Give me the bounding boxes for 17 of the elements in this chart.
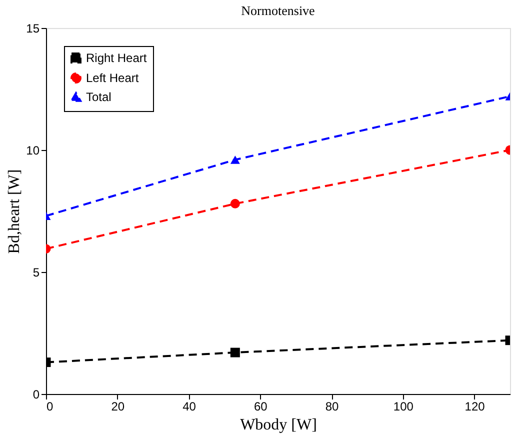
chart-title: Normotensive (241, 3, 316, 18)
legend-label: Total (86, 90, 112, 104)
y-axis-title: Bd,heart [W] (6, 169, 24, 254)
y-tick-label: 5 (32, 266, 40, 280)
y-tick-label: 0 (32, 388, 40, 402)
x-tick-label: 60 (254, 400, 268, 414)
legend-label: Left Heart (86, 71, 140, 85)
x-tick-label: 40 (182, 400, 196, 414)
x-tick-label: 100 (393, 400, 414, 414)
x-tick-label: 120 (464, 400, 486, 414)
x-axis-title: Wbody [W] (240, 416, 317, 434)
x-tick-label: 80 (325, 400, 340, 414)
y-tick-label: 15 (26, 22, 40, 36)
legend-label: Right Heart (86, 51, 148, 65)
y-tick-label: 10 (26, 144, 40, 158)
x-tick-label: 0 (46, 400, 54, 414)
x-tick-label: 20 (111, 400, 125, 414)
